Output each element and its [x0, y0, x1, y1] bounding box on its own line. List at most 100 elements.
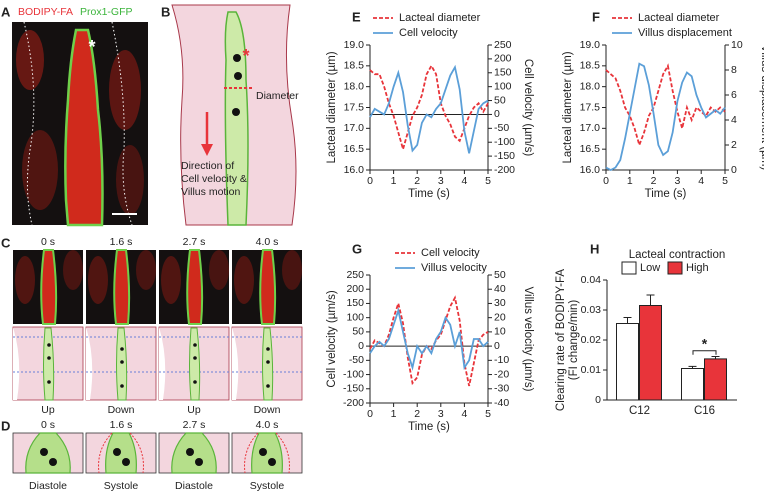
- y-tick-label: 17.5: [580, 101, 601, 113]
- cell: [49, 458, 57, 466]
- lacteal: [171, 432, 217, 474]
- y-tick-label: 17.0: [580, 122, 601, 134]
- phase-label: Systole: [104, 480, 139, 492]
- y2-tick-label: 8: [731, 64, 737, 76]
- cell: [233, 54, 241, 62]
- micrograph-signal: [186, 249, 204, 325]
- y-tick-label: 150: [346, 297, 364, 309]
- cell: [195, 458, 203, 466]
- lacteal: [262, 327, 274, 401]
- y-tick-label: 18.5: [580, 60, 601, 72]
- legend-title: Lacteal contraction: [629, 249, 726, 261]
- y-tick-label: 18.5: [344, 60, 365, 72]
- direction-label: Up: [187, 404, 201, 416]
- direction-label: Up: [41, 404, 55, 416]
- cell: [47, 356, 51, 360]
- cell: [193, 343, 197, 347]
- y-tick-label: 0: [358, 340, 364, 352]
- micrograph-signal: [136, 250, 156, 290]
- diastole-outline: [98, 432, 144, 474]
- time-label: 1.6 s: [110, 236, 133, 248]
- x-tick-label: 1: [627, 175, 633, 187]
- y-axis-label: Lacteal diameter (µm): [326, 51, 338, 163]
- micrograph-signal: [15, 256, 35, 304]
- cell: [193, 380, 197, 384]
- y-tick-label: -50: [349, 354, 364, 366]
- y-tick-label: 17.5: [344, 101, 365, 113]
- y2-tick-label: -150: [494, 150, 515, 162]
- cell: [234, 72, 242, 80]
- y-tick-label: 250: [346, 269, 364, 281]
- panel-label: C: [1, 235, 11, 250]
- direction-label: Down: [108, 404, 135, 416]
- y2-tick-label: -50: [494, 122, 509, 134]
- y2-tick-label: -20: [494, 368, 509, 380]
- cell: [268, 458, 276, 466]
- panel-label: D: [1, 418, 10, 433]
- y2-tick-label: 50: [494, 269, 506, 281]
- legend-label: Low: [640, 262, 660, 274]
- x-tick-label: 5: [722, 175, 728, 187]
- bar: [704, 358, 727, 401]
- y-tick-label: 0.03: [581, 304, 602, 316]
- y2-tick-label: -100: [494, 136, 515, 148]
- x-tick-label: 5: [485, 408, 491, 420]
- y-tick-label: 18.0: [580, 80, 601, 92]
- series-line: [605, 62, 726, 172]
- channel-label: Prox1-GFP: [80, 6, 133, 18]
- y2-tick-label: 0: [494, 108, 500, 120]
- cell: [120, 347, 124, 351]
- annotation: Diameter: [256, 90, 299, 102]
- legend-label: High: [686, 262, 709, 274]
- legend-label: Lacteal diameter: [399, 12, 481, 24]
- y2-tick-label: 200: [494, 53, 512, 65]
- bar: [681, 368, 704, 401]
- significance-bracket: [692, 350, 717, 355]
- time-label: 4.0 s: [256, 419, 279, 431]
- panel-label: G: [352, 241, 362, 256]
- x-tick-label: 4: [698, 175, 704, 187]
- legend-label: Cell velocity: [399, 27, 458, 39]
- x-tick-label: 2: [414, 408, 420, 420]
- legend-label: Lacteal diameter: [638, 12, 720, 24]
- y2-tick-label: -40: [494, 397, 509, 409]
- y-tick-label: 19.0: [344, 39, 365, 51]
- diagram-edge: [159, 327, 166, 400]
- x-tick-label: 0: [367, 408, 373, 420]
- series-line: [369, 295, 489, 387]
- y2-tick-label: 6: [731, 89, 737, 101]
- y-tick-label: 16.0: [580, 164, 601, 176]
- micrograph-signal: [209, 250, 229, 290]
- cell: [40, 448, 48, 456]
- y-tick-label: -100: [343, 368, 364, 380]
- y-tick-label: 0.01: [581, 364, 602, 376]
- phase-label: Systole: [250, 480, 285, 492]
- lacteal: [105, 432, 137, 474]
- y-tick-label: 16.5: [580, 143, 601, 155]
- charts: E 0 1 2 3 4 5 16.0 16.5 17.0 17.5 18.0 18.5 19.0 -20 0 -…: [326, 9, 764, 433]
- y2-tick-label: 40: [494, 283, 506, 295]
- cell: [120, 360, 124, 364]
- bar: [639, 305, 662, 401]
- cell: [266, 347, 270, 351]
- lacteal: [25, 432, 71, 474]
- y2-tick-label: -10: [494, 354, 509, 366]
- cell: [232, 108, 240, 116]
- x-tick-label: 4: [461, 408, 467, 420]
- panel-label: E: [352, 9, 361, 24]
- annotation: Direction of: [181, 160, 234, 172]
- x-tick-label: 2: [651, 175, 657, 187]
- time-label: 1.6 s: [110, 419, 133, 431]
- lacteal: [116, 327, 128, 401]
- y2-tick-label: -30: [494, 383, 509, 395]
- cell: [259, 448, 267, 456]
- panel-label: A: [1, 4, 11, 19]
- x-axis-label: Time (s): [408, 421, 450, 433]
- cell: [113, 448, 121, 456]
- x-tick-label: 3: [438, 408, 444, 420]
- y2-tick-label: 150: [494, 67, 512, 79]
- x-tick-label: 0: [603, 175, 609, 187]
- axes: [369, 275, 489, 404]
- y2-tick-label: 30: [494, 297, 506, 309]
- y2-tick-label: 20: [494, 311, 506, 323]
